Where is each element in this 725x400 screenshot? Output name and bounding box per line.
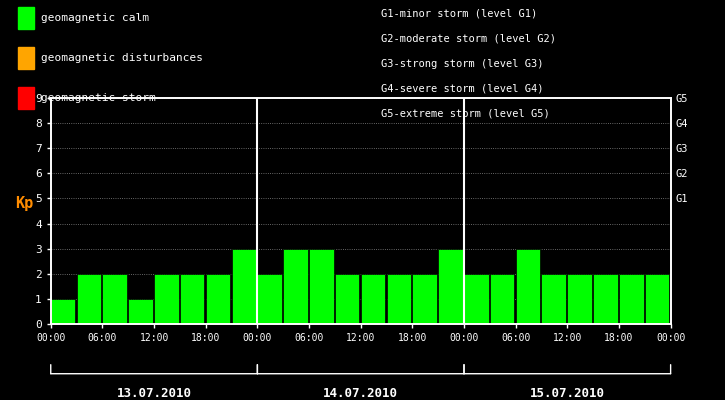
Bar [619, 274, 644, 324]
Bar [464, 274, 489, 324]
Bar [515, 249, 540, 324]
Bar [77, 274, 101, 324]
Bar [490, 274, 514, 324]
Text: geomagnetic disturbances: geomagnetic disturbances [41, 53, 203, 63]
Text: G2-moderate storm (level G2): G2-moderate storm (level G2) [381, 34, 555, 44]
Text: G1-minor storm (level G1): G1-minor storm (level G1) [381, 9, 537, 19]
Text: 15.07.2010: 15.07.2010 [530, 387, 605, 400]
Bar [360, 274, 385, 324]
Text: 14.07.2010: 14.07.2010 [323, 387, 398, 400]
Y-axis label: Kp: Kp [14, 196, 33, 211]
Bar [309, 249, 334, 324]
Bar [438, 249, 463, 324]
Bar [386, 274, 411, 324]
Bar [51, 299, 75, 324]
Bar [567, 274, 592, 324]
Bar [154, 274, 178, 324]
Bar [102, 274, 127, 324]
Bar [128, 299, 153, 324]
Bar [645, 274, 669, 324]
Text: geomagnetic calm: geomagnetic calm [41, 13, 149, 23]
Bar [180, 274, 204, 324]
Bar [206, 274, 231, 324]
Bar [413, 274, 437, 324]
Bar [283, 249, 307, 324]
Bar [593, 274, 618, 324]
Bar [257, 274, 282, 324]
Text: G3-strong storm (level G3): G3-strong storm (level G3) [381, 59, 543, 69]
Bar [335, 274, 360, 324]
Text: 13.07.2010: 13.07.2010 [117, 387, 191, 400]
Bar [542, 274, 566, 324]
Text: G4-severe storm (level G4): G4-severe storm (level G4) [381, 84, 543, 94]
Text: G5-extreme storm (level G5): G5-extreme storm (level G5) [381, 108, 550, 118]
Bar [231, 249, 256, 324]
Text: geomagnetic storm: geomagnetic storm [41, 93, 156, 103]
